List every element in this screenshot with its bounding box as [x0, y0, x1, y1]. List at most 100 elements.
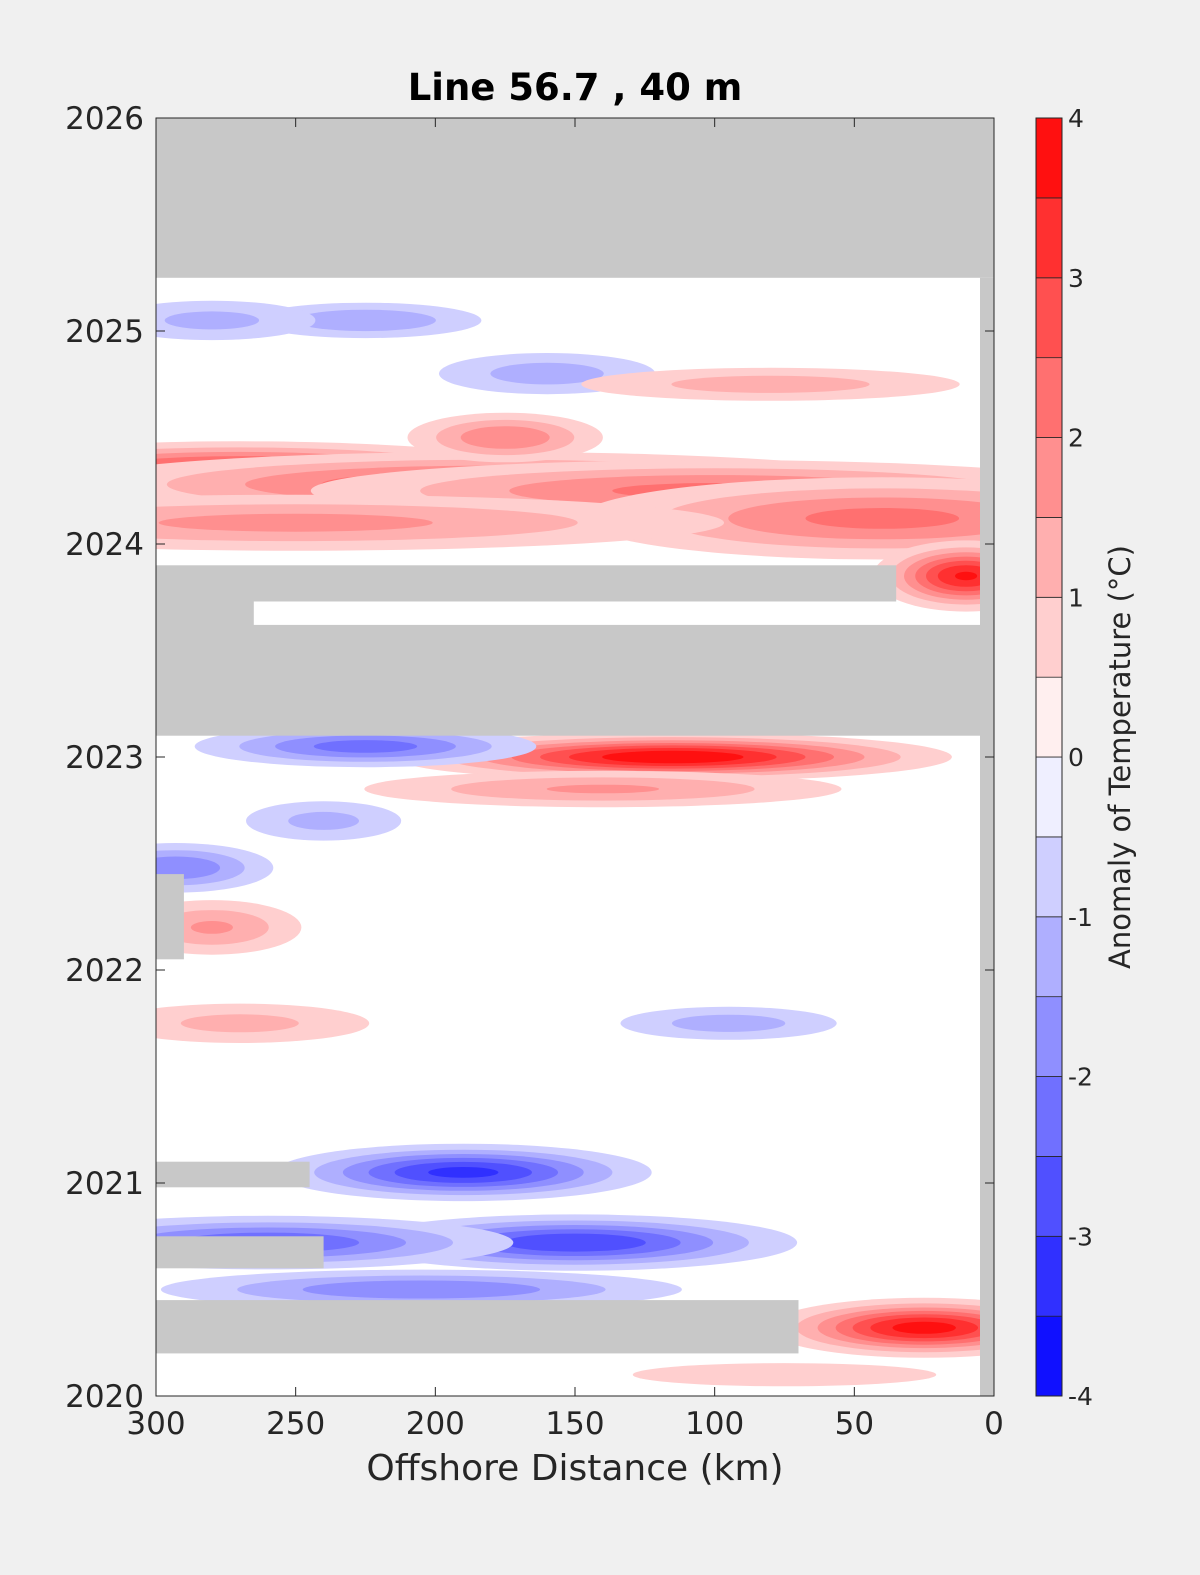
y-tick-label: 2020: [65, 1379, 144, 1415]
x-tick-label: 0: [984, 1406, 1004, 1442]
contour-level: [302, 1280, 541, 1299]
anomaly-feature-12: [194, 725, 537, 768]
colorbar-bin: [1035, 596, 1063, 678]
colorbar-tick-label: 3: [1068, 264, 1084, 293]
anomaly-feature-18: [620, 1006, 837, 1040]
colorbar-bin: [1035, 277, 1063, 359]
no-data-band-9: [156, 1396, 994, 1405]
contour-level: [490, 362, 604, 385]
colorbar-bin: [1035, 836, 1063, 918]
contour-level: [892, 1321, 956, 1334]
x-tick-label: 300: [126, 1406, 185, 1442]
anomaly-feature-4: [156, 494, 724, 551]
x-tick-label: 200: [406, 1406, 465, 1442]
colorbar-bin: [1035, 916, 1063, 998]
contour-level: [671, 1014, 786, 1032]
y-tick-label: 2022: [65, 953, 144, 989]
contour-level: [288, 811, 359, 830]
anomaly-feature-8: [156, 300, 316, 341]
x-tick-label: 50: [835, 1406, 874, 1442]
contour-level: [460, 426, 550, 449]
anomaly-feature-16: [246, 801, 402, 841]
contour-level: [313, 740, 418, 753]
anomaly-feature-19: [274, 1143, 652, 1202]
colorbar-tick-label: -1: [1068, 903, 1093, 932]
y-tick-label: 2026: [65, 101, 144, 137]
chart-title: Line 56.7 , 40 m: [408, 66, 743, 109]
colorbar-bin: [1035, 437, 1063, 518]
no-data-mask: [156, 118, 994, 1405]
colorbar-label: Anomaly of Temperature (°C): [1103, 545, 1137, 969]
colorbar-bin: [1035, 676, 1063, 758]
anomaly-field: [156, 300, 994, 1387]
x-axis: 300 250 200 150 100 50 0: [126, 118, 1004, 1442]
colorbar-bin: [1035, 1235, 1063, 1317]
no-data-band-5: [156, 1236, 324, 1269]
contour-level: [156, 856, 221, 880]
colorbar-tick-label: -4: [1068, 1382, 1093, 1411]
x-axis-label: Offshore Distance (km): [366, 1448, 783, 1489]
anomaly-feature-14: [156, 843, 274, 893]
colorbar-bin: [1035, 1315, 1063, 1397]
colorbar-bin: [1035, 357, 1063, 438]
colorbar-bin: [1035, 1156, 1063, 1237]
colorbar-tick-label: -2: [1068, 1063, 1093, 1092]
x-tick-label: 100: [685, 1406, 744, 1442]
no-data-band-4: [156, 1161, 310, 1188]
colorbar-bin: [1035, 517, 1063, 598]
colorbar-bin: [1035, 117, 1063, 199]
anomaly-feature-15: [156, 900, 302, 955]
y-tick-label: 2024: [65, 527, 144, 563]
anomaly-feature-5: [872, 540, 994, 612]
plot-area: 300 250 200 150 100 50 0 202020212022202320242…: [65, 101, 1004, 1442]
colorbar-bin: [1035, 197, 1063, 279]
colorbar-frame: [1035, 117, 1063, 1397]
y-tick-label: 2025: [65, 314, 144, 350]
contour-level: [632, 1363, 937, 1387]
contour-level: [428, 1167, 499, 1178]
anomaly-feature-17: [156, 1003, 370, 1043]
anomaly-feature-22: [160, 1269, 682, 1310]
anomaly-feature-11: [393, 732, 952, 782]
contour-level: [158, 513, 433, 532]
no-data-band-2: [156, 565, 897, 602]
no-data-band-1: [156, 624, 994, 736]
y-axis: 2020 2021 2022 2023 2024 2025 2026: [65, 101, 994, 1415]
anomaly-feature-24: [632, 1363, 937, 1387]
colorbar-bin: [1035, 756, 1063, 838]
no-data-band-3: [156, 601, 254, 630]
colorbar-bin: [1035, 996, 1063, 1077]
y-tick-label: 2023: [65, 740, 144, 776]
contour-level: [180, 1014, 299, 1033]
x-tick-label: 150: [545, 1406, 604, 1442]
anomaly-feature-3: [579, 477, 994, 560]
contour-level: [190, 921, 233, 934]
contour-level: [504, 1233, 646, 1252]
colorbar-tick-label: 1: [1068, 583, 1084, 612]
no-data-band-0: [156, 118, 994, 278]
anomaly-feature-7: [249, 302, 482, 339]
contour-level: [295, 309, 436, 332]
colorbar-tick-label: 2: [1068, 424, 1084, 453]
contour-level: [602, 750, 744, 764]
no-data-band-8: [980, 277, 994, 1396]
anomaly-feature-10: [581, 367, 960, 401]
colorbar-tick-label: 4: [1068, 104, 1084, 133]
no-data-band-6: [156, 1300, 799, 1354]
anomaly-feature-23: [766, 1297, 994, 1358]
no-data-band-7: [156, 874, 184, 960]
anomaly-feature-6: [407, 412, 603, 463]
contour-level: [805, 508, 960, 529]
x-tick-label: 250: [266, 1406, 325, 1442]
anomaly-feature-13: [364, 770, 842, 808]
contour-level: [546, 784, 660, 794]
y-tick-label: 2021: [65, 1166, 144, 1202]
colorbar: 4 3 2 1 0 -1 -2 -3 -4: [1035, 104, 1093, 1411]
contour-level: [955, 571, 978, 581]
colorbar-tick-label: -3: [1068, 1222, 1093, 1251]
contour-level: [164, 311, 260, 330]
contour-level: [671, 375, 870, 393]
colorbar-tick-label: 0: [1068, 743, 1084, 772]
colorbar-bin: [1035, 1076, 1063, 1157]
